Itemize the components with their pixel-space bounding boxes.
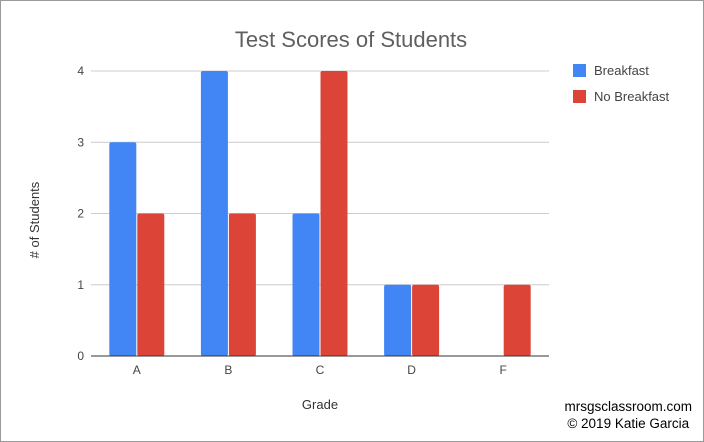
y-tick-labels: 0 1 2 3 4 [77,64,84,363]
bar-no-breakfast-f [503,284,531,356]
bar-breakfast-c [292,213,320,356]
bar-no-breakfast-a [137,213,165,356]
chart-title: Test Scores of Students [235,27,467,52]
y-tick-label: 1 [77,278,84,292]
bar-breakfast-a [109,142,137,356]
y-axis-title: # of Students [27,181,42,258]
credit-block: mrsgsclassroom.com © 2019 Katie Garcia [564,398,692,432]
credit-website: mrsgsclassroom.com [564,399,692,414]
bar-breakfast-b [200,71,228,356]
legend: Breakfast No Breakfast [573,63,670,104]
x-tick-label: B [224,363,232,377]
x-tick-label: F [500,363,507,377]
y-tick-label: 4 [77,64,84,78]
x-tick-label: C [316,363,325,377]
x-tick-label: D [407,363,416,377]
bar-breakfast-d [384,284,412,356]
y-tick-label: 3 [77,135,84,149]
bar-no-breakfast-d [412,284,440,356]
gridlines [91,70,549,286]
legend-swatch [573,90,586,103]
y-tick-label: 0 [77,349,84,363]
bar-no-breakfast-c [320,71,348,356]
x-axis-title: Grade [302,397,338,412]
bars [109,71,531,356]
legend-label: No Breakfast [594,89,670,104]
y-tick-label: 2 [77,207,84,221]
legend-swatch [573,64,586,77]
legend-label: Breakfast [594,63,649,78]
x-tick-label: A [133,363,141,377]
credit-copyright: © 2019 Katie Garcia [567,416,690,431]
bar-no-breakfast-b [228,213,256,356]
